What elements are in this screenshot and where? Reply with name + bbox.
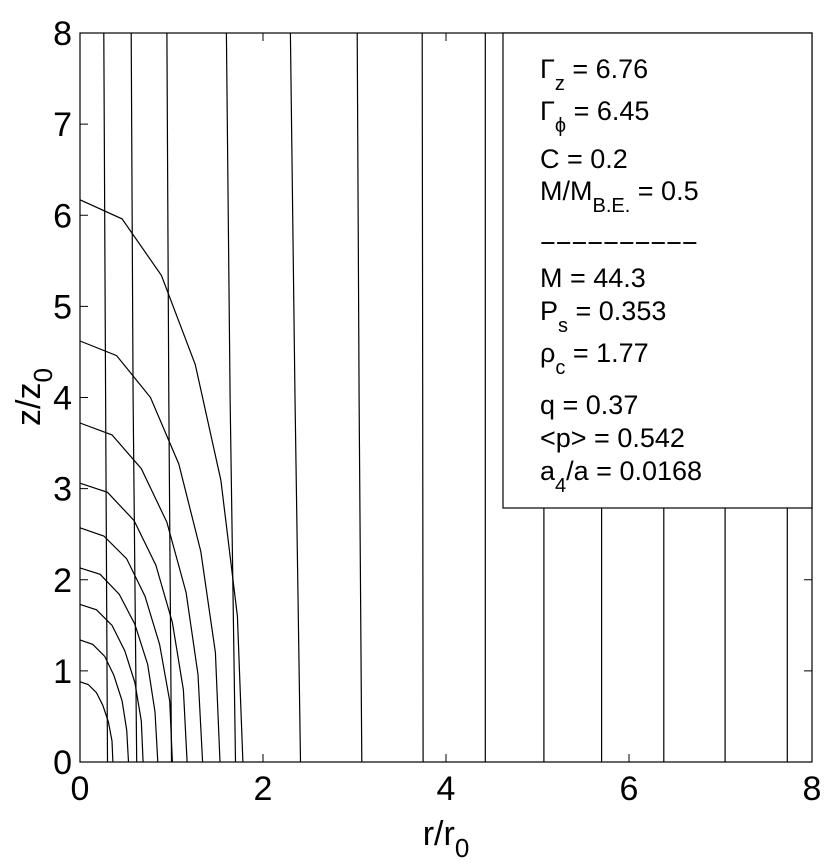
x-axis-label: r/r0 [423,815,470,863]
contour-line [79,639,130,763]
x-tick-label: 2 [254,770,273,808]
annotation-box [502,32,813,509]
y-axis-label-text: z/z [10,383,48,426]
y-tick-label: 4 [53,380,72,418]
x-axis-label-sub: 0 [455,833,469,863]
annotation: Ps = 0.353 [540,296,666,337]
y-tick-label: 5 [53,288,72,326]
annotation: <p> = 0.542 [540,423,685,453]
annotation-text: C = 0.2 [540,144,628,174]
x-axis-label-text: r/r [423,815,455,853]
annotation-text: = 1.77 [565,338,648,368]
contour-line [79,482,188,763]
annotation: Γz = 6.76 [540,54,648,95]
annotation: q = 0.37 [540,390,638,420]
contour-line [79,603,144,763]
annotation-text: Γ [540,96,555,126]
annotation: C = 0.2 [540,144,628,174]
annotation: ρc = 1.77 [540,338,649,379]
contour-line [79,340,221,763]
x-tick-label: 8 [803,770,822,808]
annotation-text: = 0.5 [630,176,698,206]
contour-line [225,32,237,763]
annotation: −−−−−−−−−− [540,228,698,258]
x-tick-label: 0 [71,770,90,808]
annotation-text: <p> = 0.542 [540,423,685,453]
contour-line [166,32,173,763]
annotation-subscript: ϕ [555,115,566,137]
annotation-subscript: z [555,73,565,95]
annotation-text: −−−−−−−−−− [540,228,698,258]
annotation-text: M = 44.3 [540,263,646,293]
y-tick-label: 0 [53,744,72,782]
contour-line [79,422,204,763]
y-tick-label: 3 [53,471,72,509]
contour-line [130,32,138,763]
annotation-text: Γ [540,54,555,84]
annotation-subscript: c [555,357,565,379]
y-tick-label: 7 [53,106,72,144]
y-tick-label: 6 [53,197,72,235]
annotation-text: M/M [540,176,592,206]
contour-line [289,32,302,763]
contour-line [79,681,114,763]
annotation: Γϕ = 6.45 [540,96,649,137]
x-tick-label: 6 [620,770,639,808]
contour-line [103,32,109,763]
annotation-text: P [540,296,558,326]
annotation-text: ρ [540,338,555,368]
annotation-text: = 6.45 [566,96,649,126]
annotation-subscript: s [558,315,568,337]
annotation: M = 44.3 [540,263,646,293]
annotation-subscript: 4 [555,475,566,497]
y-axis-label: z/z0 [10,368,58,426]
y-tick-label: 1 [53,653,72,691]
annotation-text: q = 0.37 [540,390,638,420]
contour-line [79,199,244,763]
annotation-subscript: B.E. [592,195,630,217]
annotation: a4/a = 0.0168 [540,456,702,497]
y-tick-label: 8 [53,15,72,53]
contour-line [79,527,173,763]
contour-line [421,32,424,763]
annotation-text: /a = 0.0168 [566,456,702,486]
contour-line [356,32,363,763]
annotation-text: a [540,456,556,486]
annotation-text: = 0.353 [568,296,666,326]
x-tick-label: 4 [437,770,456,808]
annotation: M/MB.E. = 0.5 [540,176,699,217]
y-axis-label-sub: 0 [28,368,58,382]
annotation-text: = 6.76 [565,54,648,84]
y-tick-label: 2 [53,562,72,600]
